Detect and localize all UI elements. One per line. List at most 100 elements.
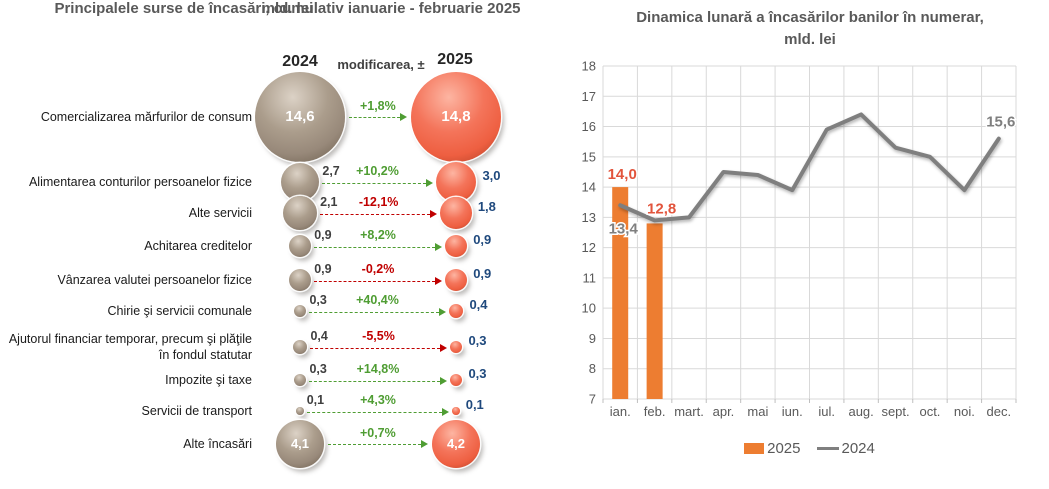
change-arrowhead-icon: [399, 113, 407, 121]
value-2024: 0,1: [306, 393, 325, 407]
x-axis-label: apr.: [713, 404, 735, 419]
value-2025: 0,4: [469, 297, 488, 312]
change-arrowhead-icon: [438, 308, 446, 316]
bubble-2025: [440, 197, 472, 229]
bubble-2024: [280, 162, 320, 202]
x-axis-label: iul.: [818, 404, 835, 419]
bubble-2024: [288, 234, 312, 258]
change-arrow: [320, 214, 431, 215]
bubble-2025: [444, 268, 468, 292]
x-axis-label: mai: [747, 404, 768, 419]
bar-2025-feb.: [646, 223, 663, 399]
change-percent: -0,2%: [361, 262, 395, 276]
left-chart-subtitle: mld. lei: [261, 0, 314, 17]
combo-chart: 18 17 16 15 14 13 12 11 10 9 8 7 ian. feb. mart. apr. ma…: [582, 59, 1017, 420]
value-2025: 0,9: [473, 266, 492, 281]
bubble-2025: [452, 407, 460, 415]
change-percent: +4,3%: [360, 393, 396, 407]
sources-bubble-panel: Principalele surse de încasări, cumulati…: [8, 0, 521, 469]
y-axis-tick-label: 12: [582, 240, 596, 255]
x-axis-label: sept.: [881, 404, 909, 419]
bubble-2024: 14,6: [254, 71, 346, 163]
y-axis-tick-label: 13: [582, 210, 596, 225]
row-label: Servicii de transport: [141, 404, 252, 418]
y-axis-tick-label: 10: [582, 301, 596, 316]
row-label: Achitarea creditelor: [144, 239, 252, 253]
x-axis-label: ian.: [610, 404, 631, 419]
x-axis-label: oct.: [919, 404, 940, 419]
bubble-2025: [449, 340, 463, 354]
y-axis-tick-label: 11: [583, 270, 597, 285]
change-percent: +14,8%: [356, 362, 400, 376]
change-arrow: [322, 183, 426, 184]
change-percent: -5,5%: [362, 329, 395, 343]
change-percent: +10,2%: [356, 164, 399, 178]
right-chart-title: Dinamica lunară a încasărilor banilor în…: [636, 9, 984, 26]
row-label: Ajutorul financiar temporar, precum şi p…: [8, 332, 252, 362]
bubble-2025: [435, 161, 477, 203]
y-axis-tick-label: 18: [582, 59, 596, 74]
row-label: Alimentarea conturilor persoanelor fizic…: [28, 175, 252, 189]
x-axis-label: feb.: [644, 404, 666, 419]
column-header-2025: 2025: [437, 51, 473, 68]
bubble-2025: 4,2: [431, 419, 481, 469]
bubble-2025: [448, 303, 464, 319]
x-axis-label: dec.: [987, 404, 1012, 419]
bubble-2024: [293, 373, 307, 387]
bar-2025-ian.: [612, 187, 629, 399]
value-2024: 0,9: [314, 228, 332, 242]
change-arrowhead-icon: [434, 243, 442, 251]
right-chart-subtitle: mld. lei: [784, 31, 836, 48]
value-2025: 0,3: [468, 366, 487, 381]
value-2025: 3,0: [482, 168, 501, 183]
bubble-2024: [282, 195, 318, 231]
value-2025: 0,3: [468, 333, 487, 348]
legend-label-2024: 2024: [841, 440, 875, 457]
column-header-change: modificarea, ±: [337, 57, 425, 72]
bubble-2025: 14,8: [410, 71, 502, 163]
change-arrowhead-icon: [442, 408, 450, 416]
change-arrowhead-icon: [425, 179, 433, 187]
x-axis-label: aug.: [848, 404, 873, 419]
x-axis-label: noi.: [954, 404, 975, 419]
y-axis-tick-label: 9: [589, 331, 596, 346]
line-label-dec-2024: 15,6: [986, 114, 1015, 131]
value-2025: 0,1: [465, 397, 484, 412]
line-2024: [618, 112, 1001, 223]
value-2025: 0,9: [473, 232, 492, 247]
column-header-2024: 2024: [282, 53, 318, 70]
change-arrow: [306, 412, 443, 413]
bubble-2025: [444, 234, 468, 258]
monthly-dynamics-panel: Dinamica lunară a încasărilor banilor în…: [570, 0, 1049, 484]
change-arrowhead-icon: [439, 344, 447, 352]
y-axis-tick-label: 8: [589, 361, 596, 376]
change-arrow: [327, 444, 421, 445]
legend-line-swatch-2024: [816, 447, 839, 450]
value-2025: 1,8: [477, 199, 496, 214]
value-2024: 0,3: [309, 362, 327, 376]
change-arrowhead-icon: [430, 210, 438, 218]
bubble-2024: [293, 304, 307, 318]
change-arrowhead-icon: [439, 377, 447, 385]
bar-label-feb-2025: 12,8: [647, 200, 676, 217]
value-2024: 0,9: [314, 262, 332, 276]
line-label-ian-2024: 13,4: [609, 220, 639, 237]
change-percent: +8,2%: [360, 228, 396, 242]
value-2024: 0,3: [309, 293, 327, 307]
bar-label-ian-2025: 14,0: [608, 166, 637, 183]
legend-bar-swatch-2025: [744, 443, 765, 454]
change-arrow: [314, 281, 435, 282]
row-label: Comercializarea mărfurilor de consum: [40, 110, 252, 124]
bubble-2024: 4,1: [276, 420, 324, 468]
x-axis-label: mart.: [674, 404, 704, 419]
bubble-2024: [292, 339, 308, 355]
change-arrow: [309, 312, 439, 313]
change-arrow: [349, 117, 400, 118]
row-label: Vânzarea valutei persoanelor fizice: [57, 273, 252, 287]
bubble-2024: [296, 407, 304, 415]
y-axis-tick-label: 17: [582, 89, 596, 104]
change-arrow: [314, 247, 435, 248]
chart-legend: 2025 2024: [570, 440, 1049, 457]
change-arrowhead-icon: [420, 440, 428, 448]
